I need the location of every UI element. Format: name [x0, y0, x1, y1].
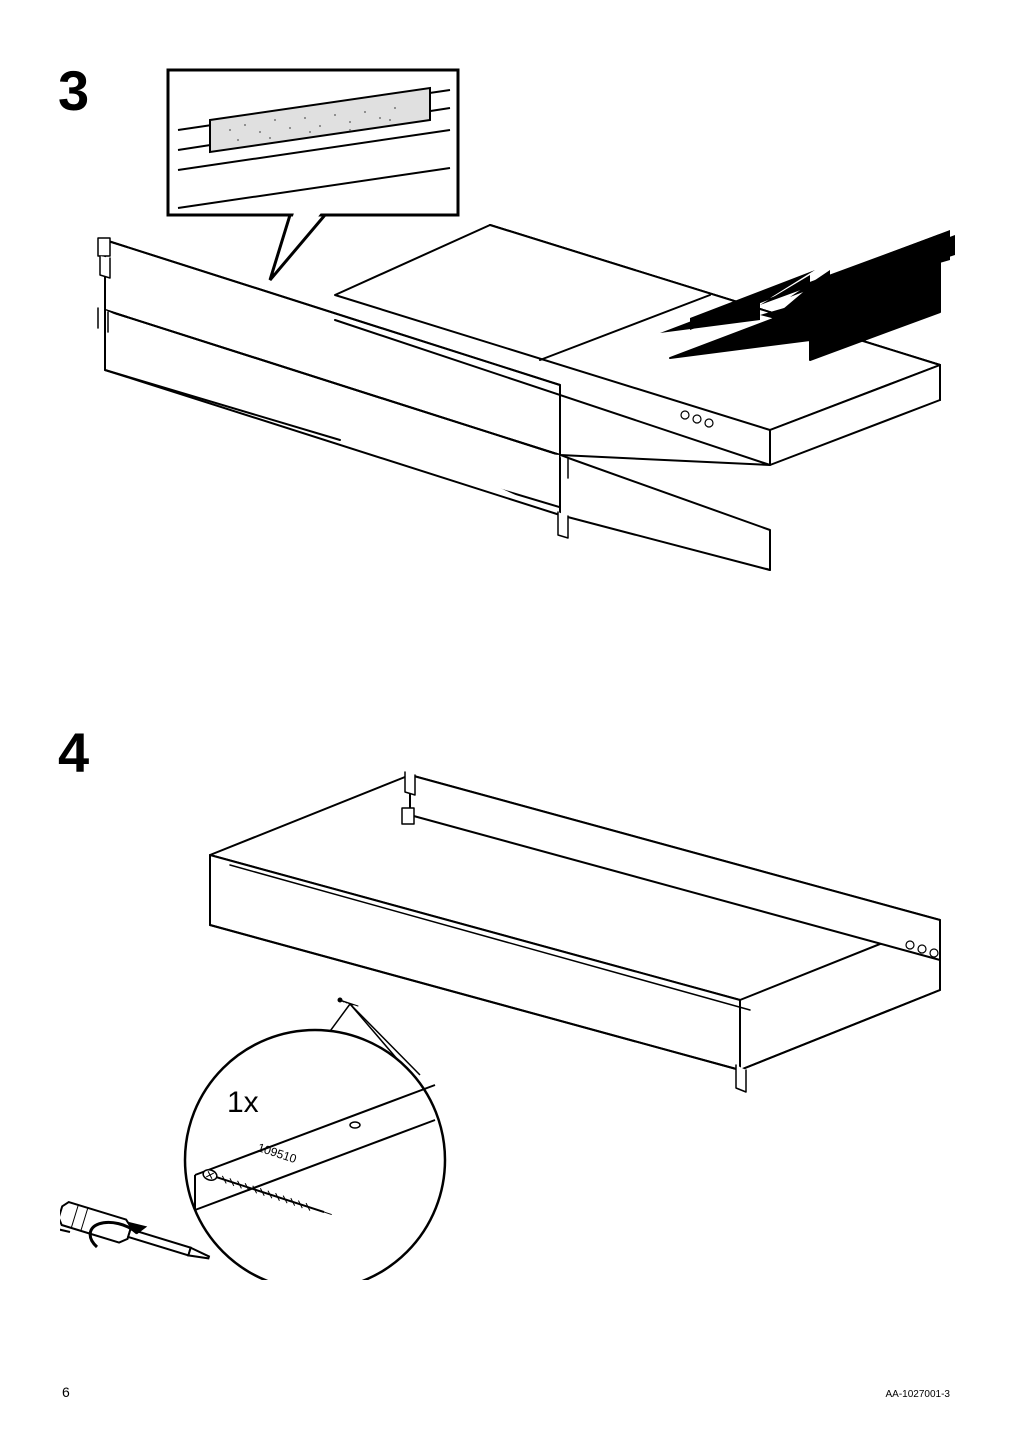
screwdriver-icon	[60, 1201, 212, 1269]
screw-detail-callout	[185, 1004, 445, 1280]
detail-callout	[168, 70, 458, 280]
step-3-illustration	[70, 60, 970, 620]
page-number: 6	[62, 1384, 70, 1400]
document-id: AA-1027001-3	[886, 1389, 951, 1400]
step-4-illustration	[60, 720, 960, 1280]
assembly-instruction-page: 3	[0, 0, 1012, 1432]
screw-quantity-label: 1x	[227, 1086, 259, 1120]
